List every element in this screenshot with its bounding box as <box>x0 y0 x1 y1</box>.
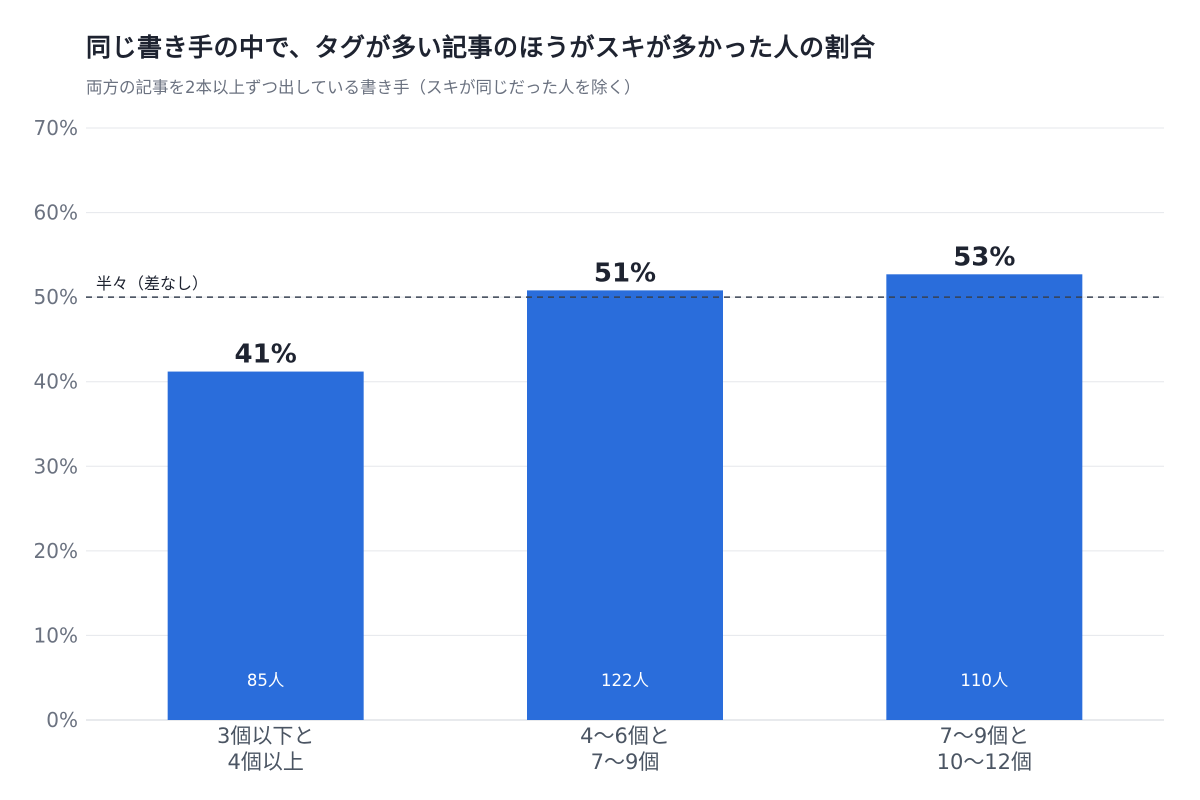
chart-subtitle: 両方の記事を2本以上ずつ出している書き手（スキが同じだった人を除く） <box>86 78 641 97</box>
reference-line-label: 半々（差なし） <box>96 274 208 293</box>
y-tick-label: 10% <box>34 623 78 647</box>
bar-count-label: 110人 <box>960 671 1008 690</box>
x-category-label: 7〜9個と <box>939 724 1029 748</box>
x-category-label: 3個以下と <box>217 724 314 748</box>
y-tick-label: 30% <box>34 454 78 478</box>
bar <box>886 274 1083 720</box>
y-tick-label: 20% <box>34 539 78 563</box>
x-category-label: 4〜6個と <box>580 724 670 748</box>
x-category-label: 10〜12個 <box>937 750 1032 774</box>
y-tick-label: 0% <box>46 708 78 732</box>
x-category-label: 7〜9個 <box>591 750 660 774</box>
bar <box>527 290 723 720</box>
x-category-label: 4個以上 <box>227 750 303 774</box>
y-tick-label: 50% <box>34 285 78 309</box>
bar-value-label: 53% <box>953 242 1015 272</box>
y-tick-label: 70% <box>34 116 78 140</box>
bar-value-label: 51% <box>594 258 656 288</box>
bar-count-label: 85人 <box>247 671 285 690</box>
bar-count-label: 122人 <box>601 671 649 690</box>
y-tick-label: 40% <box>34 370 78 394</box>
bar <box>167 371 364 720</box>
y-tick-label: 60% <box>34 201 78 225</box>
bar-value-label: 41% <box>235 340 297 370</box>
chart-title: 同じ書き手の中で、タグが多い記事のほうがスキが多かった人の割合 <box>86 33 876 62</box>
